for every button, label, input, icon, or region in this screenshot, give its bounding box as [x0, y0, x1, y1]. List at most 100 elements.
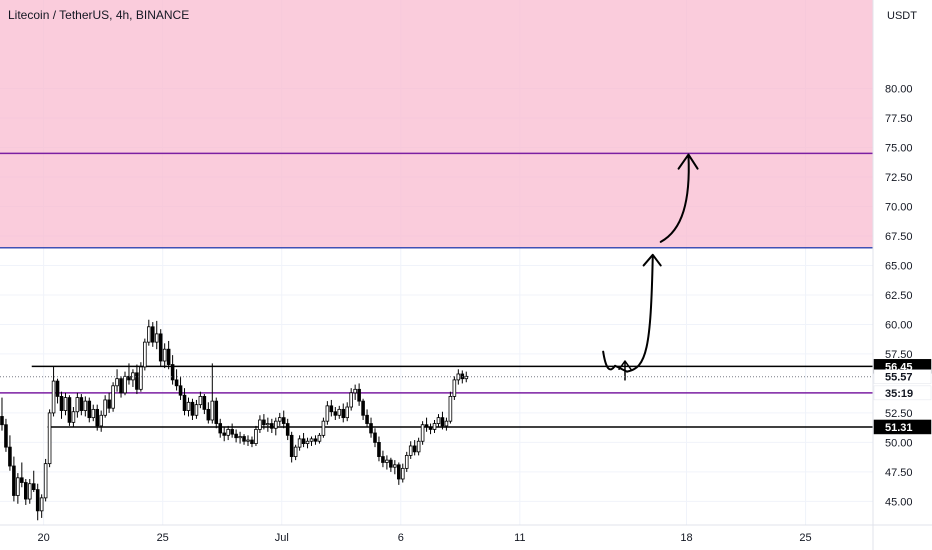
price-label-text: 51.31 — [885, 422, 913, 434]
candle-body — [20, 477, 24, 483]
candle-body — [182, 394, 187, 411]
candle-body — [242, 436, 246, 442]
price-tick-label: 75.00 — [885, 142, 913, 154]
price-tick-label: 57.50 — [885, 349, 913, 361]
price-tick-label: 60.00 — [885, 319, 913, 331]
candle-body — [337, 408, 342, 416]
candlesticks — [0, 319, 469, 521]
candle-body — [139, 366, 143, 390]
candle-body — [305, 440, 310, 444]
candle-body — [381, 456, 385, 463]
candle-body — [238, 436, 242, 439]
time-tick-label: 20 — [38, 532, 50, 544]
candle-body — [404, 454, 409, 469]
candle-body — [432, 423, 437, 430]
candle-body — [254, 429, 258, 444]
candle-body — [349, 392, 353, 408]
candle-body — [412, 445, 417, 453]
price-tick-label: 65.00 — [885, 260, 913, 272]
candle-body — [174, 379, 179, 387]
candle-body — [266, 423, 270, 426]
price-axis[interactable]: USDT — [872, 0, 917, 550]
price-label-support: 51.31 — [873, 419, 932, 435]
candle-body — [393, 464, 397, 468]
candle-body — [111, 385, 115, 409]
candle-body — [43, 463, 48, 499]
candle-body — [27, 483, 32, 500]
price-tick-label: 77.50 — [885, 113, 913, 125]
price-tick-label: 62.50 — [885, 290, 913, 302]
candle-body — [71, 411, 76, 423]
candle-body — [206, 408, 211, 421]
candle-body — [47, 412, 52, 465]
candle-body — [273, 420, 278, 429]
candle-body — [222, 432, 226, 436]
price-tick-label: 80.00 — [885, 83, 913, 95]
candle-body — [115, 378, 119, 387]
candle-body — [285, 423, 290, 436]
candle-body — [210, 400, 215, 421]
candle-body — [107, 399, 111, 409]
candle-body — [258, 419, 262, 430]
time-axis[interactable]: 20 25 Jul 6 11 18 25 — [0, 524, 932, 544]
price-label-current-price: 55.57 — [873, 369, 932, 384]
candle-body — [0, 416, 4, 426]
candle-body — [270, 423, 274, 429]
candle-body — [190, 401, 195, 416]
candle-body — [377, 442, 381, 457]
candle-body — [79, 397, 84, 411]
candle-body — [397, 464, 401, 480]
candle-body — [301, 438, 306, 444]
arrow-to-target-head — [677, 153, 699, 170]
candle-body — [4, 424, 8, 448]
price-tick-label: 70.00 — [885, 201, 913, 213]
candle-body — [16, 477, 20, 496]
price-tick-label: 47.50 — [885, 467, 913, 479]
candle-body — [325, 405, 330, 422]
candle-body — [99, 414, 103, 427]
candle-body — [317, 434, 322, 442]
candle-body — [436, 417, 441, 424]
candle-body — [75, 397, 80, 413]
candle-body — [202, 396, 207, 410]
time-tick-label: Jul — [275, 532, 289, 544]
candle-body — [289, 434, 294, 457]
candle-body — [385, 459, 389, 463]
candle-body — [55, 380, 60, 397]
candle-body — [12, 465, 16, 496]
candle-body — [230, 429, 234, 435]
candle-body — [420, 424, 425, 442]
price-label-text: 55.57 — [885, 372, 913, 384]
price-tick-label: 52.50 — [885, 408, 913, 420]
candle-body — [408, 445, 413, 456]
candle-body — [127, 375, 131, 381]
candle-body — [357, 388, 361, 402]
candle-body — [8, 446, 12, 467]
candle-body — [428, 426, 433, 430]
candle-body — [119, 378, 123, 394]
candle-body — [329, 405, 334, 413]
price-label-bg — [873, 385, 932, 401]
candle-body — [333, 411, 338, 416]
candle-body — [226, 429, 230, 436]
price-label-countdown: 35:19 — [873, 385, 932, 401]
candle-body — [51, 380, 56, 414]
candle-body — [250, 439, 254, 444]
candle-body — [178, 385, 183, 396]
candle-body — [214, 400, 219, 424]
arrow-to-zone-head — [642, 253, 662, 267]
symbol-title: Litecoin / TetherUS, 4h, BINANCE — [8, 8, 190, 22]
candle-body — [448, 396, 453, 422]
candle-body — [313, 438, 318, 442]
time-tick-label: 18 — [680, 532, 692, 544]
candle-body — [63, 397, 68, 411]
candle-body — [186, 401, 191, 411]
candle-body — [123, 375, 127, 394]
price-tick-label: 67.50 — [885, 231, 913, 243]
price-label-bg — [873, 369, 932, 384]
candle-body — [31, 483, 36, 491]
candle-body — [147, 326, 151, 343]
price-axis-unit: USDT — [887, 10, 917, 22]
